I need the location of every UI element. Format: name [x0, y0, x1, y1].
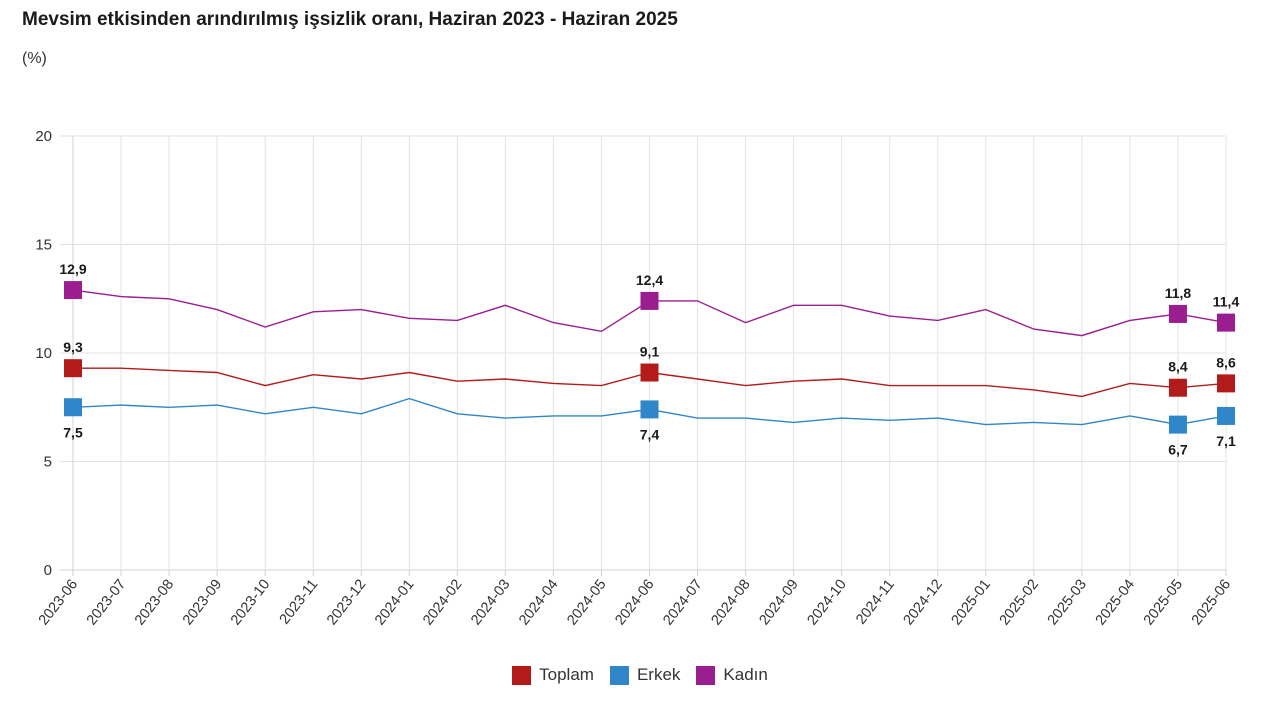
y-tick-label: 20: [35, 128, 52, 145]
legend-item-toplam[interactable]: Toplam: [512, 665, 594, 685]
x-tick-label: 2024-01: [372, 577, 417, 629]
erkek-swatch-icon: [609, 665, 629, 685]
data-label-kadın: 12,9: [59, 261, 86, 277]
data-marker-kadın: [1217, 313, 1235, 332]
x-tick-label: 2024-06: [612, 577, 657, 629]
x-tick-label: 2023-10: [228, 577, 273, 629]
data-marker-toplam: [64, 359, 82, 378]
y-tick-label: 5: [44, 454, 52, 471]
data-marker-erkek: [64, 398, 82, 417]
data-marker-toplam: [1217, 374, 1235, 393]
data-marker-kadın: [640, 291, 659, 310]
y-tick-label: 15: [35, 237, 52, 254]
legend-item-kadin[interactable]: Kadın: [696, 665, 768, 685]
data-marker-erkek: [1217, 406, 1235, 425]
x-tick-label: 2025-02: [997, 577, 1042, 629]
x-tick-label: 2024-07: [660, 577, 705, 629]
data-label-kadın: 11,4: [1213, 294, 1240, 310]
data-marker-toplam: [1168, 378, 1187, 397]
x-tick-label: 2024-09: [756, 577, 801, 629]
unit-label: (%): [22, 50, 47, 67]
data-marker-erkek: [640, 400, 659, 419]
toplam-swatch-icon: [512, 665, 532, 685]
x-tick-label: 2024-02: [420, 577, 465, 629]
x-tick-label: 2024-03: [468, 577, 513, 629]
x-tick-label: 2023-07: [84, 577, 129, 629]
x-tick-label: 2024-08: [708, 577, 753, 629]
x-tick-label: 2024-05: [564, 577, 609, 629]
data-label-toplam: 8,4: [1168, 359, 1188, 375]
x-tick-label: 2025-04: [1093, 577, 1138, 629]
data-marker-kadın: [64, 281, 82, 300]
data-label-erkek: 7,4: [640, 426, 660, 442]
legend-item-erkek[interactable]: Erkek: [609, 665, 681, 685]
data-label-erkek: 7,5: [63, 424, 83, 440]
data-label-erkek: 6,7: [1168, 442, 1188, 458]
y-tick-label: 0: [44, 562, 52, 579]
data-label-toplam: 8,6: [1216, 354, 1236, 370]
kadin-swatch-icon: [696, 665, 716, 685]
x-tick-label: 2024-11: [853, 577, 898, 628]
x-tick-label: 2024-12: [901, 577, 946, 629]
x-tick-label: 2025-03: [1045, 577, 1090, 629]
legend-label-kadin: Kadın: [723, 665, 768, 684]
data-label-kadın: 12,4: [636, 272, 663, 288]
legend-label-toplam: Toplam: [539, 665, 594, 684]
data-marker-kadın: [1168, 304, 1187, 323]
x-tick-label: 2023-12: [324, 577, 369, 629]
x-tick-label: 2024-10: [804, 577, 849, 629]
data-label-toplam: 9,3: [63, 339, 83, 355]
legend: Toplam Erkek Kadın: [0, 665, 1280, 685]
legend-label-erkek: Erkek: [636, 665, 681, 684]
x-tick-label: 2025-06: [1189, 577, 1234, 629]
data-label-erkek: 7,1: [1216, 433, 1236, 449]
data-label-kadın: 11,8: [1165, 285, 1192, 301]
x-tick-label: 2025-05: [1141, 577, 1186, 629]
data-marker-toplam: [640, 363, 659, 382]
data-label-toplam: 9,1: [640, 344, 660, 360]
x-tick-label: 2023-11: [277, 577, 322, 628]
y-tick-label: 10: [35, 345, 52, 362]
data-marker-erkek: [1168, 415, 1187, 434]
x-tick-label: 2025-01: [949, 577, 994, 629]
x-tick-label: 2024-04: [516, 577, 561, 629]
x-tick-label: 2023-09: [180, 577, 225, 629]
x-tick-label: 2023-08: [132, 577, 177, 629]
x-tick-label: 2023-06: [36, 577, 81, 629]
chart-title: Mevsim etkisinden arındırılmış işsizlik …: [22, 9, 678, 30]
